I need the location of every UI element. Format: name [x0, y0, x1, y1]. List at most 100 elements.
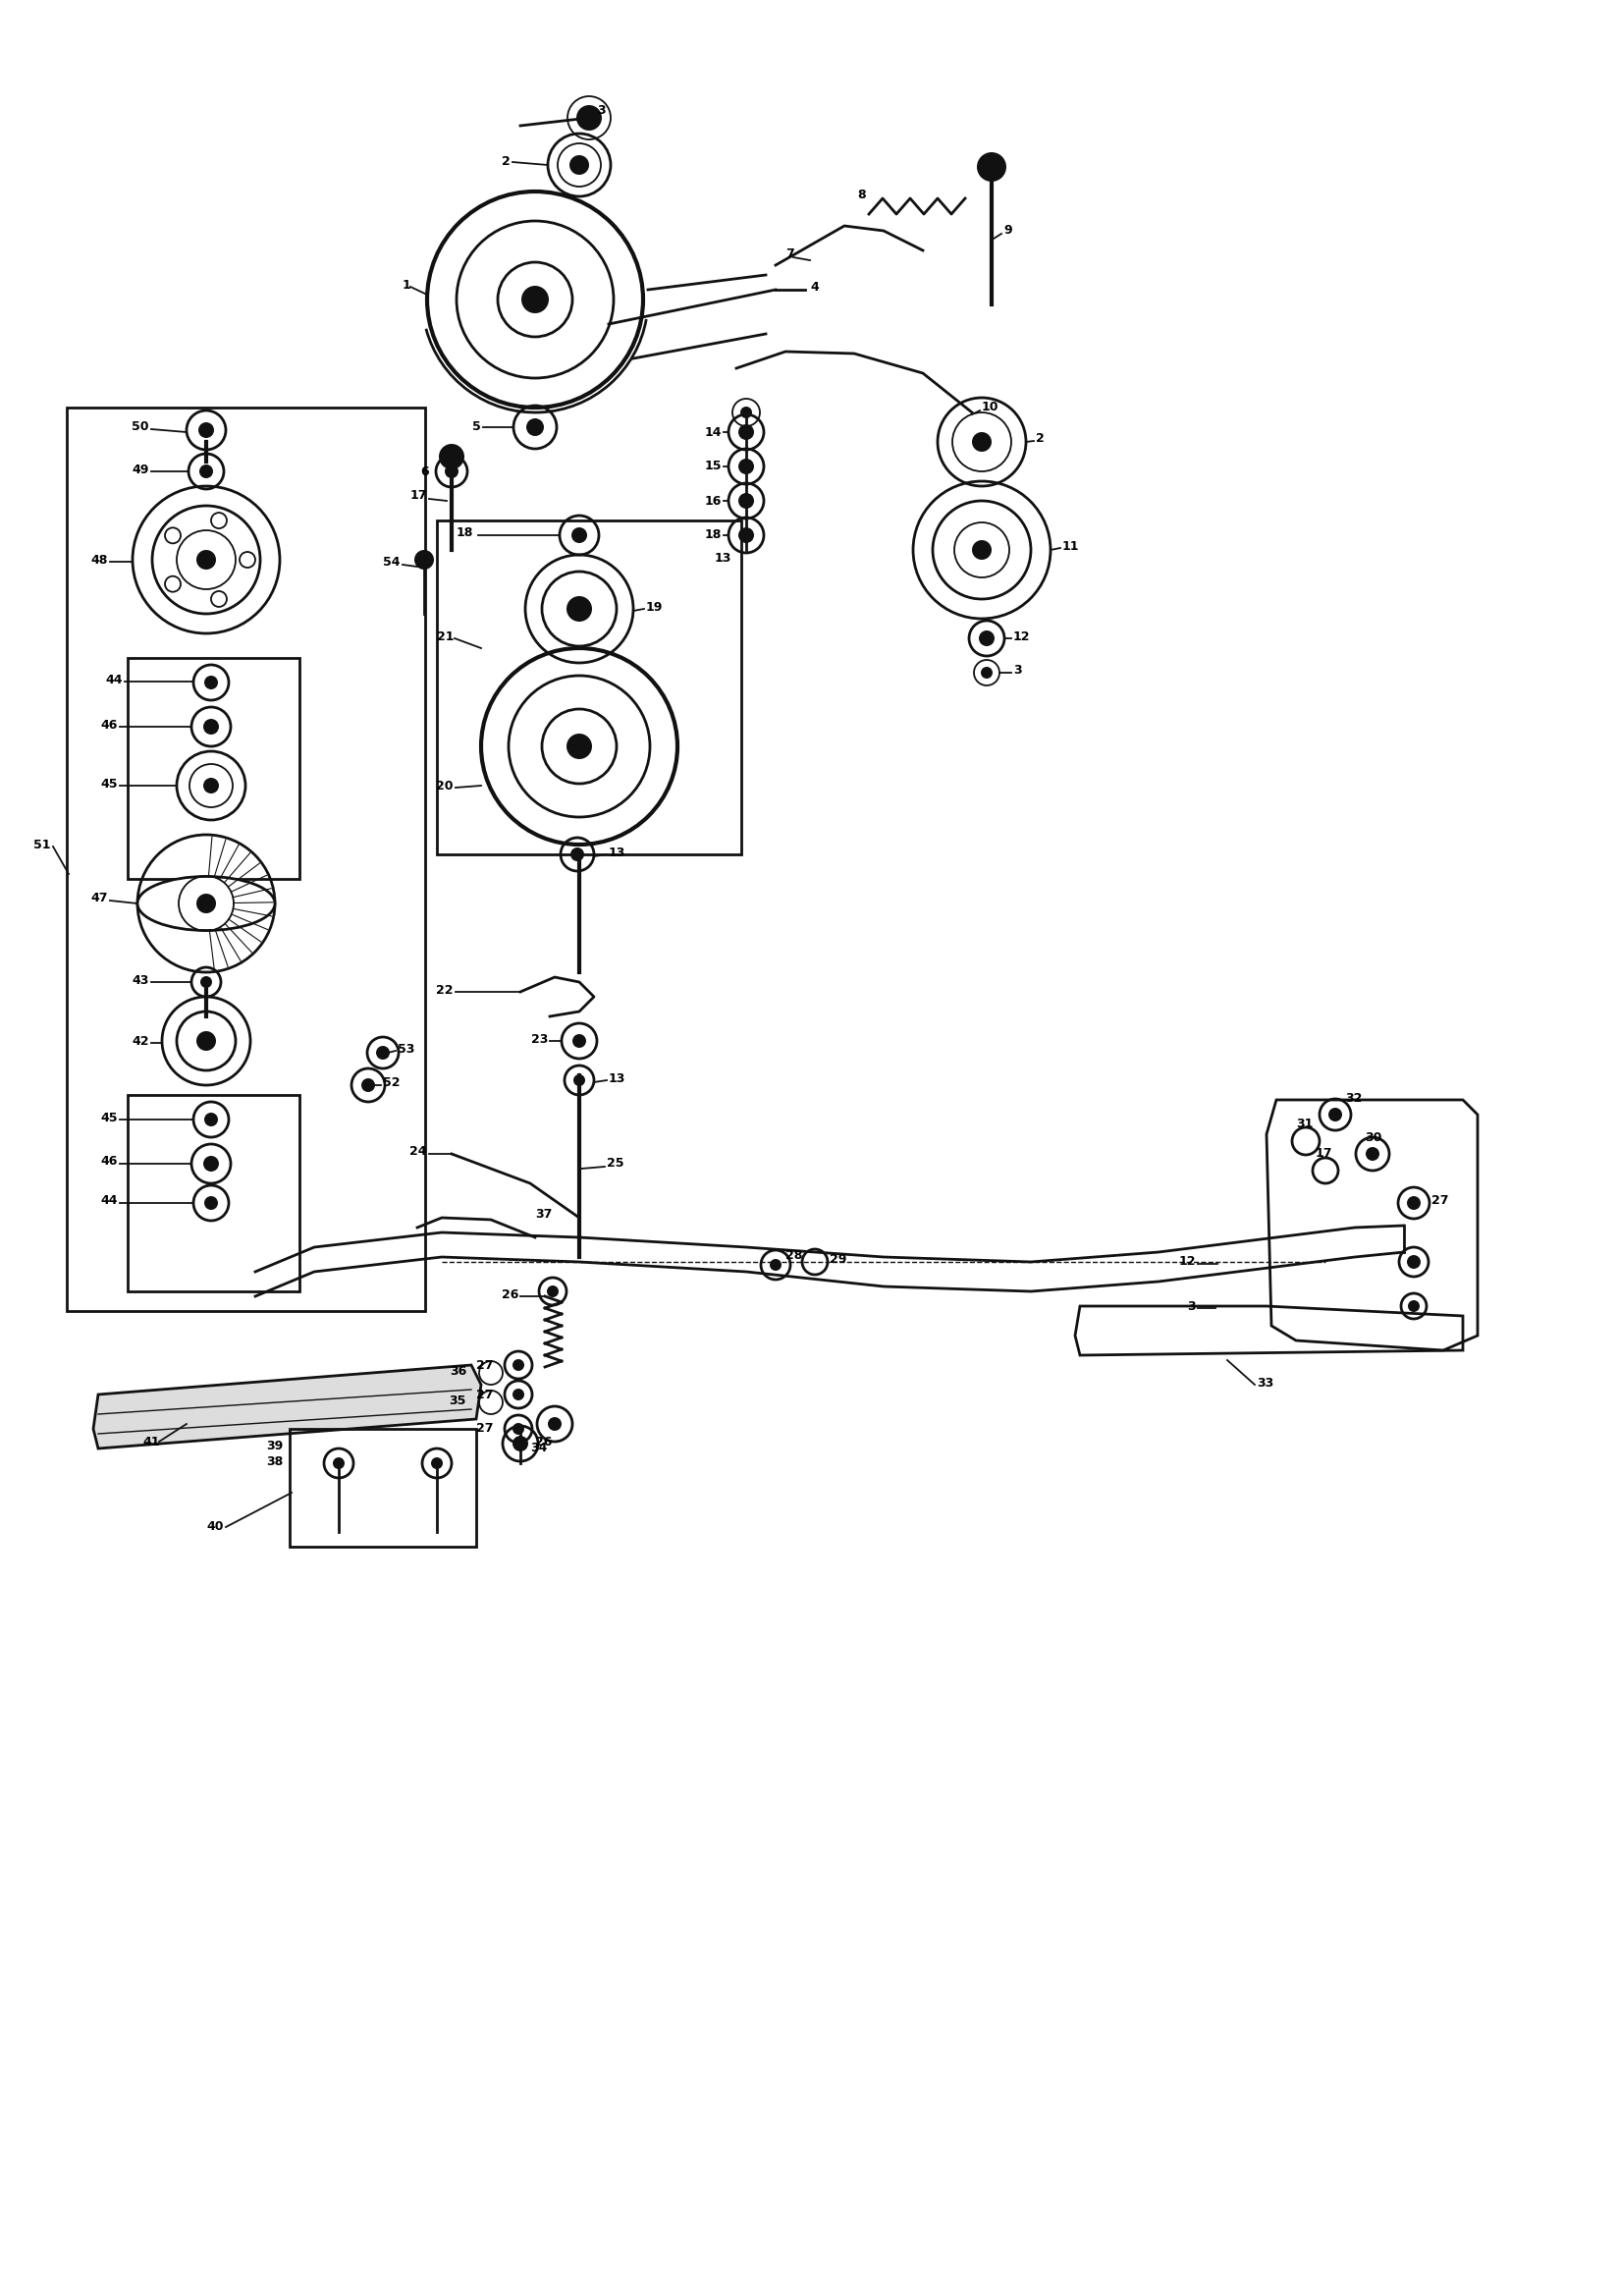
Circle shape	[570, 156, 589, 174]
Polygon shape	[94, 1366, 481, 1449]
Text: 27: 27	[1432, 1194, 1448, 1205]
Text: 15: 15	[704, 459, 722, 473]
Text: 22: 22	[437, 983, 453, 996]
Circle shape	[573, 1075, 586, 1086]
Circle shape	[513, 1389, 524, 1401]
Text: 9: 9	[1003, 225, 1011, 236]
Text: 52: 52	[383, 1077, 400, 1091]
Text: 34: 34	[531, 1442, 547, 1456]
Text: 3: 3	[1188, 1300, 1196, 1313]
Circle shape	[361, 1079, 375, 1093]
Circle shape	[981, 666, 992, 680]
Text: 11: 11	[1063, 540, 1079, 553]
Text: 12: 12	[1013, 629, 1031, 643]
Text: 13: 13	[608, 1072, 626, 1084]
Circle shape	[1366, 1148, 1380, 1162]
Text: 3: 3	[597, 106, 605, 117]
Circle shape	[1408, 1300, 1419, 1311]
Text: 38: 38	[265, 1456, 283, 1467]
Circle shape	[738, 459, 754, 475]
Text: 17: 17	[409, 489, 427, 503]
Text: 30: 30	[1364, 1132, 1382, 1143]
Text: 51: 51	[34, 838, 52, 852]
Text: 27: 27	[477, 1424, 493, 1435]
Circle shape	[972, 432, 992, 452]
Circle shape	[571, 528, 587, 544]
Text: 10: 10	[982, 402, 998, 413]
Circle shape	[566, 597, 592, 622]
Circle shape	[1408, 1196, 1421, 1210]
Circle shape	[547, 1286, 558, 1297]
Circle shape	[513, 1435, 527, 1451]
Text: 24: 24	[409, 1146, 427, 1157]
Circle shape	[576, 106, 602, 131]
Text: 45: 45	[100, 1111, 118, 1125]
Circle shape	[549, 1417, 561, 1430]
Text: 46: 46	[100, 719, 118, 730]
Circle shape	[375, 1047, 390, 1061]
Circle shape	[521, 285, 549, 312]
Text: 50: 50	[133, 420, 149, 434]
Text: 33: 33	[1257, 1375, 1273, 1389]
Text: 31: 31	[1296, 1118, 1314, 1132]
Circle shape	[199, 422, 214, 439]
Circle shape	[204, 675, 218, 689]
Circle shape	[414, 551, 434, 569]
Text: 45: 45	[100, 778, 118, 790]
Text: 36: 36	[450, 1364, 466, 1378]
Text: 43: 43	[133, 974, 149, 987]
Text: 5: 5	[472, 420, 481, 434]
Circle shape	[571, 847, 584, 861]
Text: 2: 2	[1036, 432, 1044, 445]
Bar	[66, 409, 426, 1311]
Text: 44: 44	[100, 1194, 118, 1208]
Circle shape	[741, 406, 752, 418]
Circle shape	[526, 418, 544, 436]
Text: 26: 26	[536, 1435, 552, 1449]
Circle shape	[204, 1196, 218, 1210]
Circle shape	[204, 719, 218, 735]
Text: 39: 39	[265, 1440, 283, 1451]
Text: 25: 25	[607, 1157, 625, 1171]
Text: 21: 21	[437, 629, 455, 643]
Circle shape	[738, 494, 754, 510]
Text: 32: 32	[1345, 1091, 1362, 1104]
Bar	[128, 659, 299, 879]
Text: 16: 16	[704, 494, 722, 507]
Text: 20: 20	[437, 778, 453, 792]
Text: 13: 13	[608, 845, 626, 859]
Circle shape	[738, 425, 754, 441]
Text: 19: 19	[646, 602, 663, 613]
Circle shape	[199, 464, 214, 478]
Text: 4: 4	[811, 280, 819, 294]
Text: 13: 13	[715, 551, 731, 565]
Text: 28: 28	[785, 1249, 803, 1261]
Circle shape	[566, 735, 592, 760]
Text: 27: 27	[477, 1359, 493, 1371]
Text: 14: 14	[704, 425, 722, 439]
Text: 35: 35	[450, 1394, 466, 1407]
Text: 26: 26	[502, 1288, 518, 1302]
Circle shape	[196, 893, 215, 914]
Circle shape	[438, 443, 464, 468]
Text: 47: 47	[91, 893, 108, 905]
Circle shape	[513, 1424, 524, 1435]
Text: 12: 12	[1178, 1256, 1196, 1267]
Text: 1: 1	[403, 278, 411, 292]
Text: 46: 46	[100, 1155, 118, 1169]
Text: 40: 40	[207, 1520, 223, 1534]
Bar	[437, 521, 741, 854]
Text: 18: 18	[704, 528, 722, 542]
Circle shape	[333, 1458, 345, 1469]
Bar	[290, 1428, 476, 1548]
Circle shape	[204, 1155, 218, 1171]
Text: 17: 17	[1315, 1148, 1333, 1159]
Text: 18: 18	[456, 526, 474, 540]
Text: 8: 8	[858, 188, 866, 200]
Text: 42: 42	[133, 1035, 149, 1047]
Circle shape	[196, 1031, 215, 1052]
Circle shape	[196, 551, 215, 569]
Circle shape	[201, 976, 212, 987]
Text: 37: 37	[536, 1208, 552, 1221]
Text: 49: 49	[133, 464, 149, 475]
